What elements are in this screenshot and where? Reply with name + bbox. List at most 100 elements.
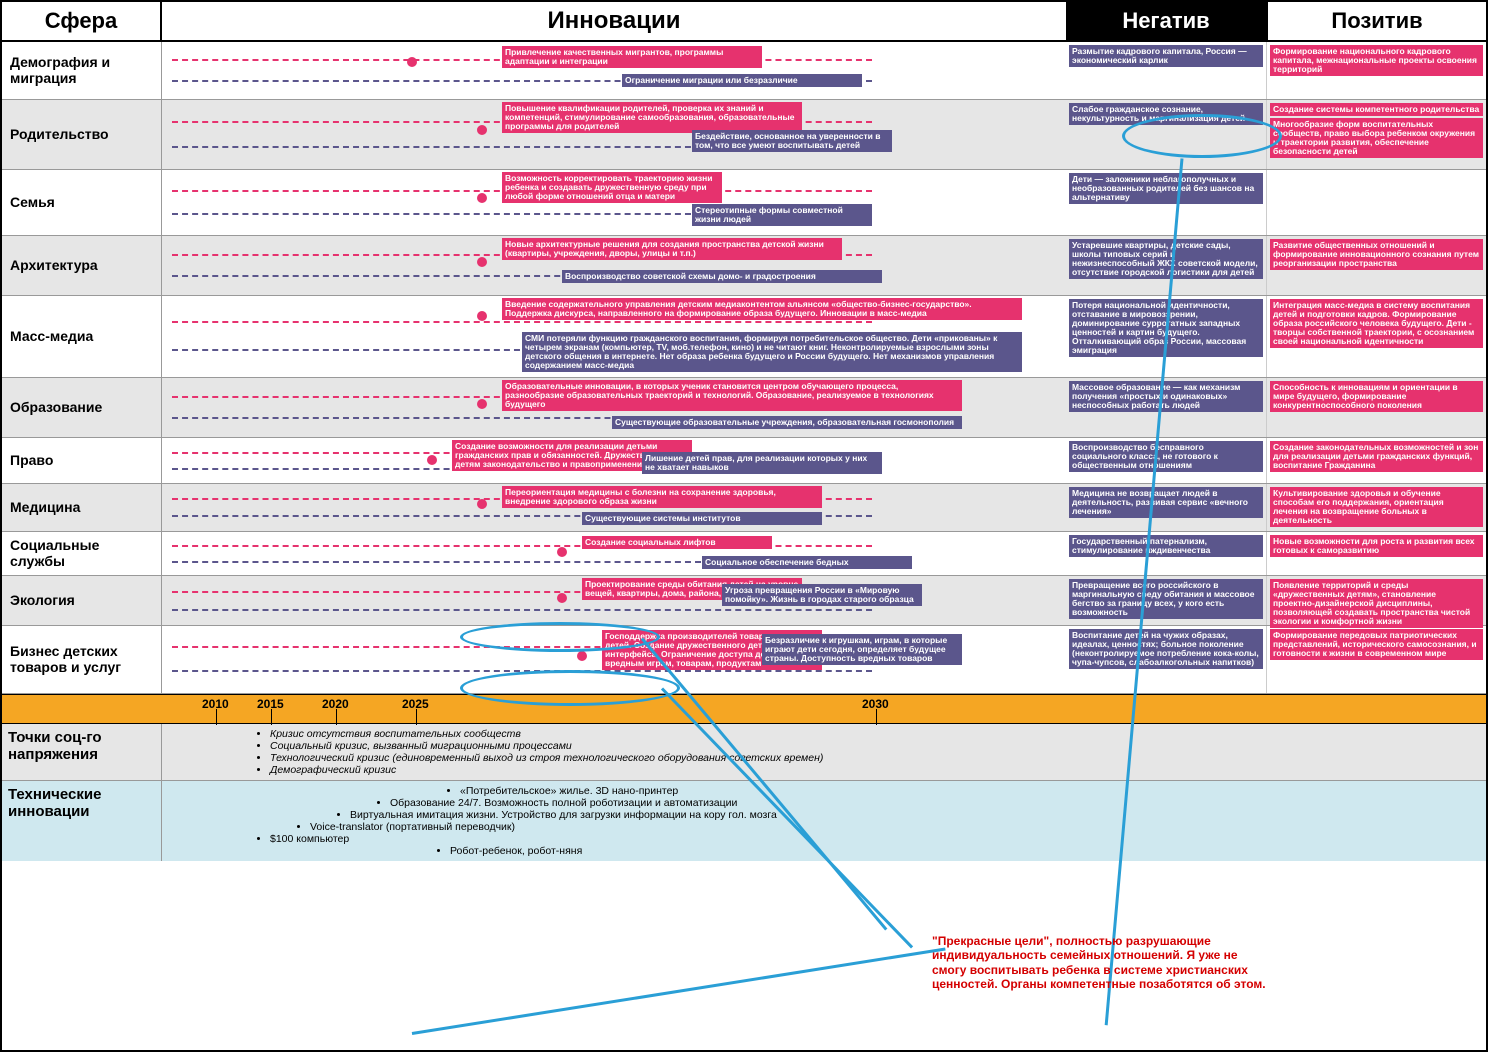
tech-item: $100 компьютер — [270, 833, 1478, 845]
tension-row: Точки соц-го напряжения Кризис отсутстви… — [2, 724, 1486, 781]
innovation-purple-box: Стереотипные формы совместной жизни люде… — [692, 204, 872, 226]
positive-box: Культивирование здоровья и обучение спос… — [1270, 487, 1483, 527]
innovation-purple-box: Ограничение миграции или безразличие — [622, 74, 862, 87]
negative-box: Воспроизводство бесправного социального … — [1069, 441, 1263, 472]
innovation-pink-box: Новые архитектурные решения для создания… — [502, 238, 842, 260]
innovation-pink-box: Создание социальных лифтов — [582, 536, 772, 549]
row-label: Социальные службы — [2, 532, 162, 575]
positive-col: Формирование передовых патриотических пр… — [1266, 626, 1486, 693]
timeline-band: 20102015202020252030 — [2, 694, 1486, 724]
page: Сфера Инновации Негатив Позитив Демограф… — [0, 0, 1488, 1052]
row-label: Право — [2, 438, 162, 483]
innovation-purple-box: Воспроизводство советской схемы домо- и … — [562, 270, 882, 283]
branch-bullet — [427, 455, 437, 465]
branch-bullet — [557, 593, 567, 603]
branch-bullet — [477, 499, 487, 509]
tension-item: Социальный кризис, вызванный миграционны… — [270, 740, 1478, 752]
positive-box: Формирование национального кадрового кап… — [1270, 45, 1483, 76]
row-mid: Новые архитектурные решения для создания… — [162, 236, 1066, 295]
row-demog: Демография и миграцияПривлечение качеств… — [2, 42, 1486, 100]
innovation-pink-box: Возможность корректировать траекторию жи… — [502, 172, 722, 203]
header-sphere: Сфера — [2, 2, 162, 40]
tension-item: Демографический кризис — [270, 764, 1478, 776]
innovation-purple-box: Лишение детей прав, для реализации котор… — [642, 452, 882, 474]
innovation-purple-box: Бездействие, основанное на уверенности в… — [692, 130, 892, 152]
innovation-pink-box: Привлечение качественных мигрантов, прог… — [502, 46, 762, 68]
negative-box: Медицина не возвращает людей в деятельно… — [1069, 487, 1263, 518]
positive-box: Формирование передовых патриотических пр… — [1270, 629, 1483, 660]
branch-bullet — [477, 399, 487, 409]
row-mid: Создание возможности для реализации деть… — [162, 438, 1066, 483]
tech-item: Voice-translator (портативный переводчик… — [310, 821, 1478, 833]
positive-box: Развитие общественных отношений и формир… — [1270, 239, 1483, 270]
tension-item: Кризис отсутствия воспитательных сообщес… — [270, 728, 1478, 740]
negative-box: Превращение всего российского в маргинал… — [1069, 579, 1263, 619]
positive-box: Способность к инновациям и ориентации в … — [1270, 381, 1483, 412]
negative-col: Массовое образование — как механизм полу… — [1066, 378, 1266, 437]
row-label: Медицина — [2, 484, 162, 531]
positive-col: Создание системы компетентного родительс… — [1266, 100, 1486, 169]
tech-item: Образование 24/7. Возможность полной роб… — [390, 797, 1478, 809]
negative-box: Размытие кадрового капитала, Россия — эк… — [1069, 45, 1263, 67]
branch-bullet — [407, 57, 417, 67]
row-mid: Повышение квалификации родителей, провер… — [162, 100, 1066, 169]
header-innovations: Инновации — [162, 2, 1066, 40]
header-positive: Позитив — [1266, 2, 1486, 40]
positive-col: Формирование национального кадрового кап… — [1266, 42, 1486, 99]
annotation-line — [412, 948, 946, 1035]
row-label: Архитектура — [2, 236, 162, 295]
row-mid: Возможность корректировать траекторию жи… — [162, 170, 1066, 235]
negative-box: Государственный патернализм, стимулирова… — [1069, 535, 1263, 557]
negative-box: Устаревшие квартиры, детские сады, школы… — [1069, 239, 1263, 279]
row-law: ПравоСоздание возможности для реализации… — [2, 438, 1486, 484]
row-label: Родительство — [2, 100, 162, 169]
tech-item: «Потребительское» жилье. 3D нано-принтер — [460, 785, 1478, 797]
negative-box: Слабое гражданское сознание, некультурно… — [1069, 103, 1263, 125]
row-label: Семья — [2, 170, 162, 235]
row-social: Социальные службыСоздание социальных лиф… — [2, 532, 1486, 576]
row-edu: ОбразованиеОбразовательные инновации, в … — [2, 378, 1486, 438]
negative-box: Массовое образование — как механизм полу… — [1069, 381, 1263, 412]
tech-label: Технические инновации — [2, 781, 162, 861]
row-parent: РодительствоПовышение квалификации родит… — [2, 100, 1486, 170]
negative-col: Воспроизводство бесправного социального … — [1066, 438, 1266, 483]
tension-item: Технологический кризис (единовременный в… — [270, 752, 1478, 764]
row-mid: Проектирование среды обитания детей на у… — [162, 576, 1066, 625]
row-mid: Переориентация медицины с болезни на сох… — [162, 484, 1066, 531]
positive-box: Появление территорий и среды «дружествен… — [1270, 579, 1483, 628]
positive-box: Интеграция масс-медиа в систему воспитан… — [1270, 299, 1483, 348]
body-rows: Демография и миграцияПривлечение качеств… — [2, 42, 1486, 694]
row-label: Образование — [2, 378, 162, 437]
row-mid: Введение содержательного управления детс… — [162, 296, 1066, 377]
positive-box: Многообразие форм воспитательных сообщес… — [1270, 118, 1483, 158]
negative-col: Дети — заложники неблагополучных и необр… — [1066, 170, 1266, 235]
row-label: Масс-медиа — [2, 296, 162, 377]
negative-col: Воспитание детей на чужих образах, идеал… — [1066, 626, 1266, 693]
header-negative: Негатив — [1066, 2, 1266, 40]
row-label: Экология — [2, 576, 162, 625]
innovation-pink-box: Введение содержательного управления детс… — [502, 298, 1022, 320]
branch-bullet — [477, 125, 487, 135]
row-mid: Привлечение качественных мигрантов, прог… — [162, 42, 1066, 99]
innovation-pink-box: Переориентация медицины с болезни на сох… — [502, 486, 822, 508]
negative-box: Потеря национальной идентичности, отстав… — [1069, 299, 1263, 357]
row-mid: Господдержка производителей товаров для … — [162, 626, 1066, 693]
branch-bullet — [477, 257, 487, 267]
row-mid: Создание социальных лифтовСоциальное обе… — [162, 532, 1066, 575]
positive-col: Способность к инновациям и ориентации в … — [1266, 378, 1486, 437]
positive-col: Интеграция масс-медиа в систему воспитан… — [1266, 296, 1486, 377]
negative-col: Потеря национальной идентичности, отстав… — [1066, 296, 1266, 377]
tension-label: Точки соц-го напряжения — [2, 724, 162, 780]
positive-col: Новые возможности для роста и развития в… — [1266, 532, 1486, 575]
row-mid: Образовательные инновации, в которых уче… — [162, 378, 1066, 437]
row-med: Медицина Переориентация медицины с болезн… — [2, 484, 1486, 532]
positive-col — [1266, 170, 1486, 235]
negative-col: Слабое гражданское сознание, некультурно… — [1066, 100, 1266, 169]
header-row: Сфера Инновации Негатив Позитив — [2, 2, 1486, 42]
innovation-purple-box: Угроза превращения России в «Мировую пом… — [722, 584, 922, 606]
innovation-purple-box: СМИ потеряли функцию гражданского воспит… — [522, 332, 1022, 372]
negative-box: Дети — заложники неблагополучных и необр… — [1069, 173, 1263, 204]
negative-col: Размытие кадрового капитала, Россия — эк… — [1066, 42, 1266, 99]
innovation-purple-box: Существующие образовательные учреждения,… — [612, 416, 962, 429]
tech-item: Виртуальная имитация жизни. Устройство д… — [350, 809, 1478, 821]
